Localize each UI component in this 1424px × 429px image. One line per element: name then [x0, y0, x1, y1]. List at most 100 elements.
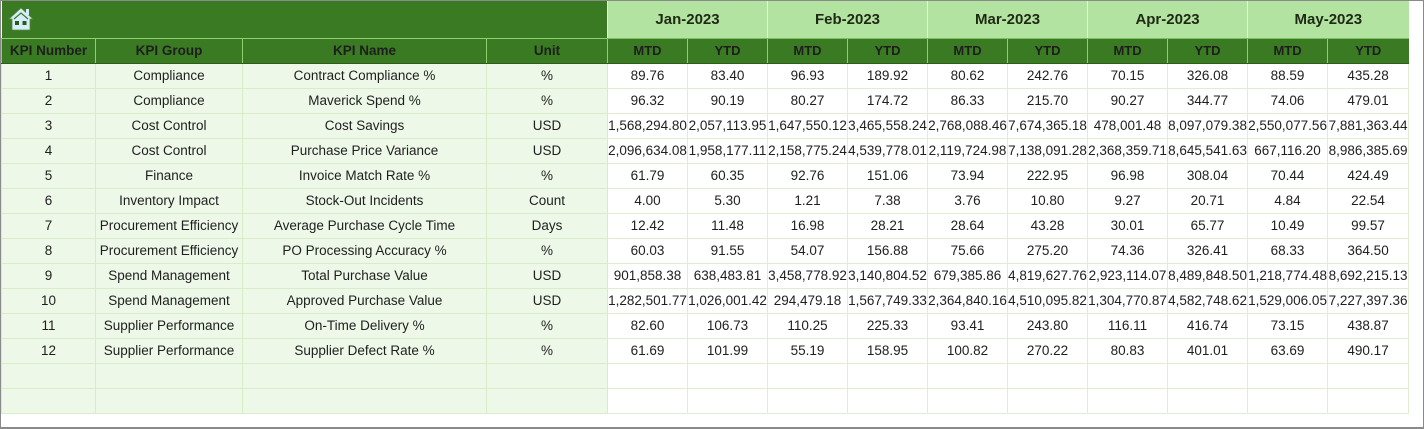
cell-mtd[interactable]: 16.98	[767, 212, 848, 239]
empty-cell[interactable]	[687, 387, 768, 414]
cell-ytd[interactable]: 10.80	[1007, 187, 1089, 214]
cell-mtd[interactable]: 2,550,077.56	[1247, 112, 1329, 139]
empty-cell[interactable]	[1247, 387, 1329, 414]
cell-ytd[interactable]: 243.80	[1007, 312, 1089, 339]
cell-ytd[interactable]: 8,692,215.13	[1327, 262, 1410, 289]
empty-cell[interactable]	[927, 387, 1009, 414]
empty-cell[interactable]	[242, 362, 487, 389]
empty-cell[interactable]	[1327, 362, 1410, 389]
cell-ytd[interactable]: 22.54	[1327, 187, 1410, 214]
cell-mtd[interactable]: 2,119,724.98	[927, 137, 1009, 164]
cell-mtd[interactable]: 60.03	[607, 237, 688, 264]
cell-kpi-group[interactable]: Compliance	[95, 62, 243, 89]
empty-cell[interactable]	[607, 362, 688, 389]
cell-kpi-name[interactable]: Cost Savings	[242, 112, 487, 139]
empty-cell[interactable]	[486, 362, 608, 389]
cell-ytd[interactable]: 242.76	[1007, 62, 1089, 89]
empty-cell[interactable]	[1087, 387, 1169, 414]
empty-cell[interactable]	[1007, 362, 1089, 389]
cell-kpi-name[interactable]: PO Processing Accuracy %	[242, 237, 487, 264]
cell-mtd[interactable]: 2,096,634.08	[607, 137, 688, 164]
cell-kpi-number[interactable]: 5	[1, 162, 96, 189]
cell-ytd[interactable]: 158.95	[846, 337, 929, 364]
cell-kpi-group[interactable]: Compliance	[95, 87, 243, 114]
cell-ytd[interactable]: 28.21	[846, 212, 929, 239]
cell-kpi-group[interactable]: Finance	[95, 162, 243, 189]
cell-ytd[interactable]: 7,227,397.36	[1327, 287, 1410, 314]
empty-cell[interactable]	[486, 387, 608, 414]
cell-kpi-name[interactable]: Average Purchase Cycle Time	[242, 212, 487, 239]
cell-mtd[interactable]: 55.19	[767, 337, 848, 364]
cell-unit[interactable]: USD	[486, 262, 608, 289]
cell-unit[interactable]: %	[486, 87, 608, 114]
cell-mtd[interactable]: 75.66	[927, 237, 1009, 264]
cell-mtd[interactable]: 80.27	[767, 87, 848, 114]
cell-mtd[interactable]: 1,304,770.87	[1087, 287, 1169, 314]
empty-cell[interactable]	[1247, 362, 1329, 389]
cell-ytd[interactable]: 99.57	[1327, 212, 1410, 239]
cell-ytd[interactable]: 638,483.81	[687, 262, 768, 289]
cell-kpi-number[interactable]: 9	[1, 262, 96, 289]
cell-mtd[interactable]: 478,001.48	[1087, 112, 1169, 139]
cell-ytd[interactable]: 215.70	[1007, 87, 1089, 114]
cell-kpi-name[interactable]: Stock-Out Incidents	[242, 187, 487, 214]
empty-cell[interactable]	[607, 387, 688, 414]
cell-ytd[interactable]: 364.50	[1327, 237, 1410, 264]
cell-kpi-number[interactable]: 8	[1, 237, 96, 264]
cell-mtd[interactable]: 96.32	[607, 87, 688, 114]
cell-ytd[interactable]: 101.99	[687, 337, 768, 364]
cell-mtd[interactable]: 82.60	[607, 312, 688, 339]
cell-unit[interactable]: USD	[486, 137, 608, 164]
empty-cell[interactable]	[846, 362, 929, 389]
cell-ytd[interactable]: 8,645,541.63	[1167, 137, 1249, 164]
cell-mtd[interactable]: 1,282,501.77	[607, 287, 688, 314]
cell-mtd[interactable]: 61.69	[607, 337, 688, 364]
cell-ytd[interactable]: 275.20	[1007, 237, 1089, 264]
cell-mtd[interactable]: 63.69	[1247, 337, 1329, 364]
cell-ytd[interactable]: 3,465,558.24	[846, 112, 929, 139]
cell-ytd[interactable]: 106.73	[687, 312, 768, 339]
home-icon[interactable]	[7, 5, 35, 33]
cell-mtd[interactable]: 89.76	[607, 62, 688, 89]
cell-ytd[interactable]: 1,958,177.11	[687, 137, 768, 164]
empty-cell[interactable]	[242, 387, 487, 414]
cell-mtd[interactable]: 80.62	[927, 62, 1009, 89]
empty-cell[interactable]	[1007, 387, 1089, 414]
cell-ytd[interactable]: 65.77	[1167, 212, 1249, 239]
cell-ytd[interactable]: 7.38	[846, 187, 929, 214]
cell-mtd[interactable]: 2,364,840.16	[927, 287, 1009, 314]
cell-unit[interactable]: %	[486, 337, 608, 364]
cell-ytd[interactable]: 1,567,749.33	[846, 287, 929, 314]
cell-ytd[interactable]: 4,539,778.01	[846, 137, 929, 164]
cell-ytd[interactable]: 20.71	[1167, 187, 1249, 214]
empty-cell[interactable]	[687, 362, 768, 389]
cell-unit[interactable]: %	[486, 62, 608, 89]
cell-mtd[interactable]: 70.15	[1087, 62, 1169, 89]
cell-ytd[interactable]: 189.92	[846, 62, 929, 89]
cell-ytd[interactable]: 43.28	[1007, 212, 1089, 239]
cell-ytd[interactable]: 438.87	[1327, 312, 1410, 339]
cell-mtd[interactable]: 1,529,006.05	[1247, 287, 1329, 314]
cell-ytd[interactable]: 479.01	[1327, 87, 1410, 114]
cell-mtd[interactable]: 70.44	[1247, 162, 1329, 189]
cell-kpi-number[interactable]: 7	[1, 212, 96, 239]
cell-mtd[interactable]: 2,768,088.46	[927, 112, 1009, 139]
cell-kpi-name[interactable]: Purchase Price Variance	[242, 137, 487, 164]
cell-ytd[interactable]: 326.08	[1167, 62, 1249, 89]
cell-ytd[interactable]: 8,489,848.50	[1167, 262, 1249, 289]
cell-ytd[interactable]: 270.22	[1007, 337, 1089, 364]
empty-cell[interactable]	[1, 362, 96, 389]
cell-kpi-group[interactable]: Cost Control	[95, 112, 243, 139]
cell-kpi-number[interactable]: 4	[1, 137, 96, 164]
cell-mtd[interactable]: 9.27	[1087, 187, 1169, 214]
empty-cell[interactable]	[846, 387, 929, 414]
cell-mtd[interactable]: 88.59	[1247, 62, 1329, 89]
cell-ytd[interactable]: 7,674,365.18	[1007, 112, 1089, 139]
cell-ytd[interactable]: 3,140,804.52	[846, 262, 929, 289]
cell-ytd[interactable]: 326.41	[1167, 237, 1249, 264]
empty-cell[interactable]	[1087, 362, 1169, 389]
cell-mtd[interactable]: 61.79	[607, 162, 688, 189]
empty-cell[interactable]	[95, 362, 243, 389]
cell-ytd[interactable]: 91.55	[687, 237, 768, 264]
cell-ytd[interactable]: 7,881,363.44	[1327, 112, 1410, 139]
